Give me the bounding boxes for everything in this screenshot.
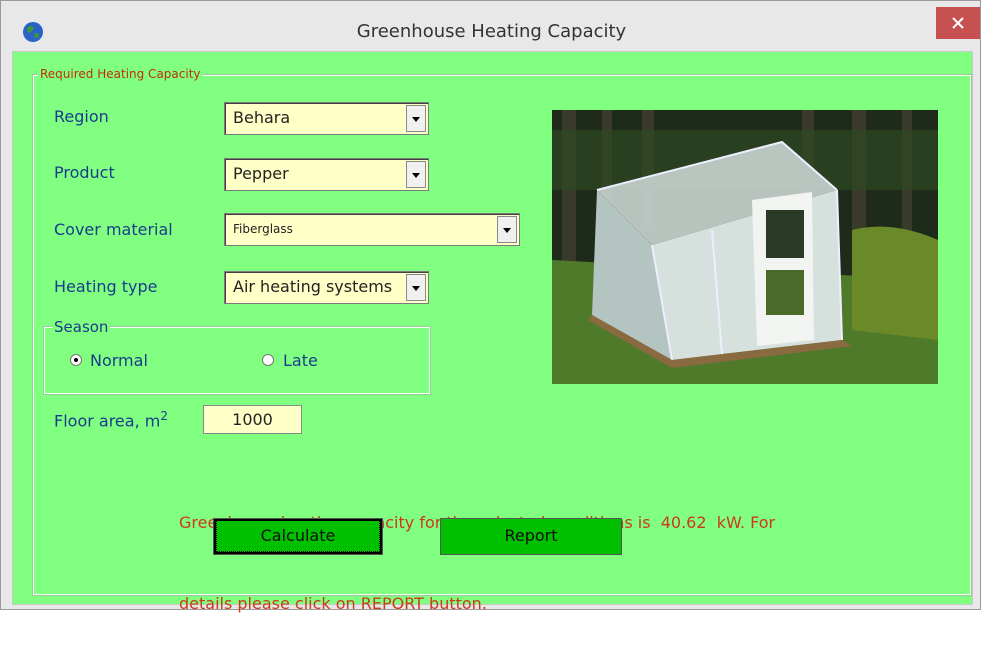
- report-button[interactable]: Report: [440, 518, 622, 555]
- region-combo[interactable]: Behara: [224, 102, 429, 135]
- message-line: details please click on REPORT button.: [179, 590, 775, 617]
- field-label: Region: [54, 107, 109, 126]
- field-label: Cover material: [54, 220, 173, 239]
- button-label: Calculate: [223, 526, 374, 545]
- field-label: Heating type: [54, 277, 158, 296]
- window-title: Greenhouse Heating Capacity: [1, 21, 981, 42]
- window: Greenhouse Heating Capacity Required Hea…: [0, 0, 981, 610]
- combo-value: Pepper: [233, 164, 289, 183]
- floor-area-input[interactable]: 1000: [203, 405, 302, 434]
- dropdown-button: [406, 274, 426, 301]
- calculate-button[interactable]: Calculate: [213, 518, 383, 555]
- group-title: Required Heating Capacity: [38, 67, 203, 81]
- dropdown-button: [406, 105, 426, 132]
- product-combo[interactable]: Pepper: [224, 158, 429, 191]
- season-title: Season: [52, 318, 110, 336]
- radio-late[interactable]: [262, 354, 274, 366]
- radio-label: Late: [283, 351, 318, 370]
- close-button[interactable]: [936, 7, 980, 39]
- button-label: Report: [504, 526, 557, 545]
- dropdown-button: [497, 216, 517, 243]
- greenhouse-image: [552, 110, 938, 384]
- label-text: Floor area, m: [54, 411, 160, 430]
- combo-value: Air heating systems: [233, 277, 392, 296]
- radio-label: Normal: [90, 351, 148, 370]
- field-label: Product: [54, 163, 115, 182]
- floor-area-label: Floor area, m2: [54, 409, 168, 430]
- dropdown-button: [406, 161, 426, 188]
- result-message: Greenhouse heating capacity for the sele…: [179, 455, 775, 671]
- radio-normal[interactable]: [70, 354, 82, 366]
- radio-dot: [74, 358, 78, 362]
- heating-combo[interactable]: Air heating systems: [224, 271, 429, 304]
- label-superscript: 2: [160, 409, 168, 423]
- combo-value: Fiberglass: [233, 222, 293, 236]
- client-area: Required Heating Capacity Region Behara …: [12, 51, 973, 605]
- cover-combo[interactable]: Fiberglass: [224, 213, 520, 246]
- input-value: 1000: [232, 410, 273, 429]
- combo-value: Behara: [233, 108, 290, 127]
